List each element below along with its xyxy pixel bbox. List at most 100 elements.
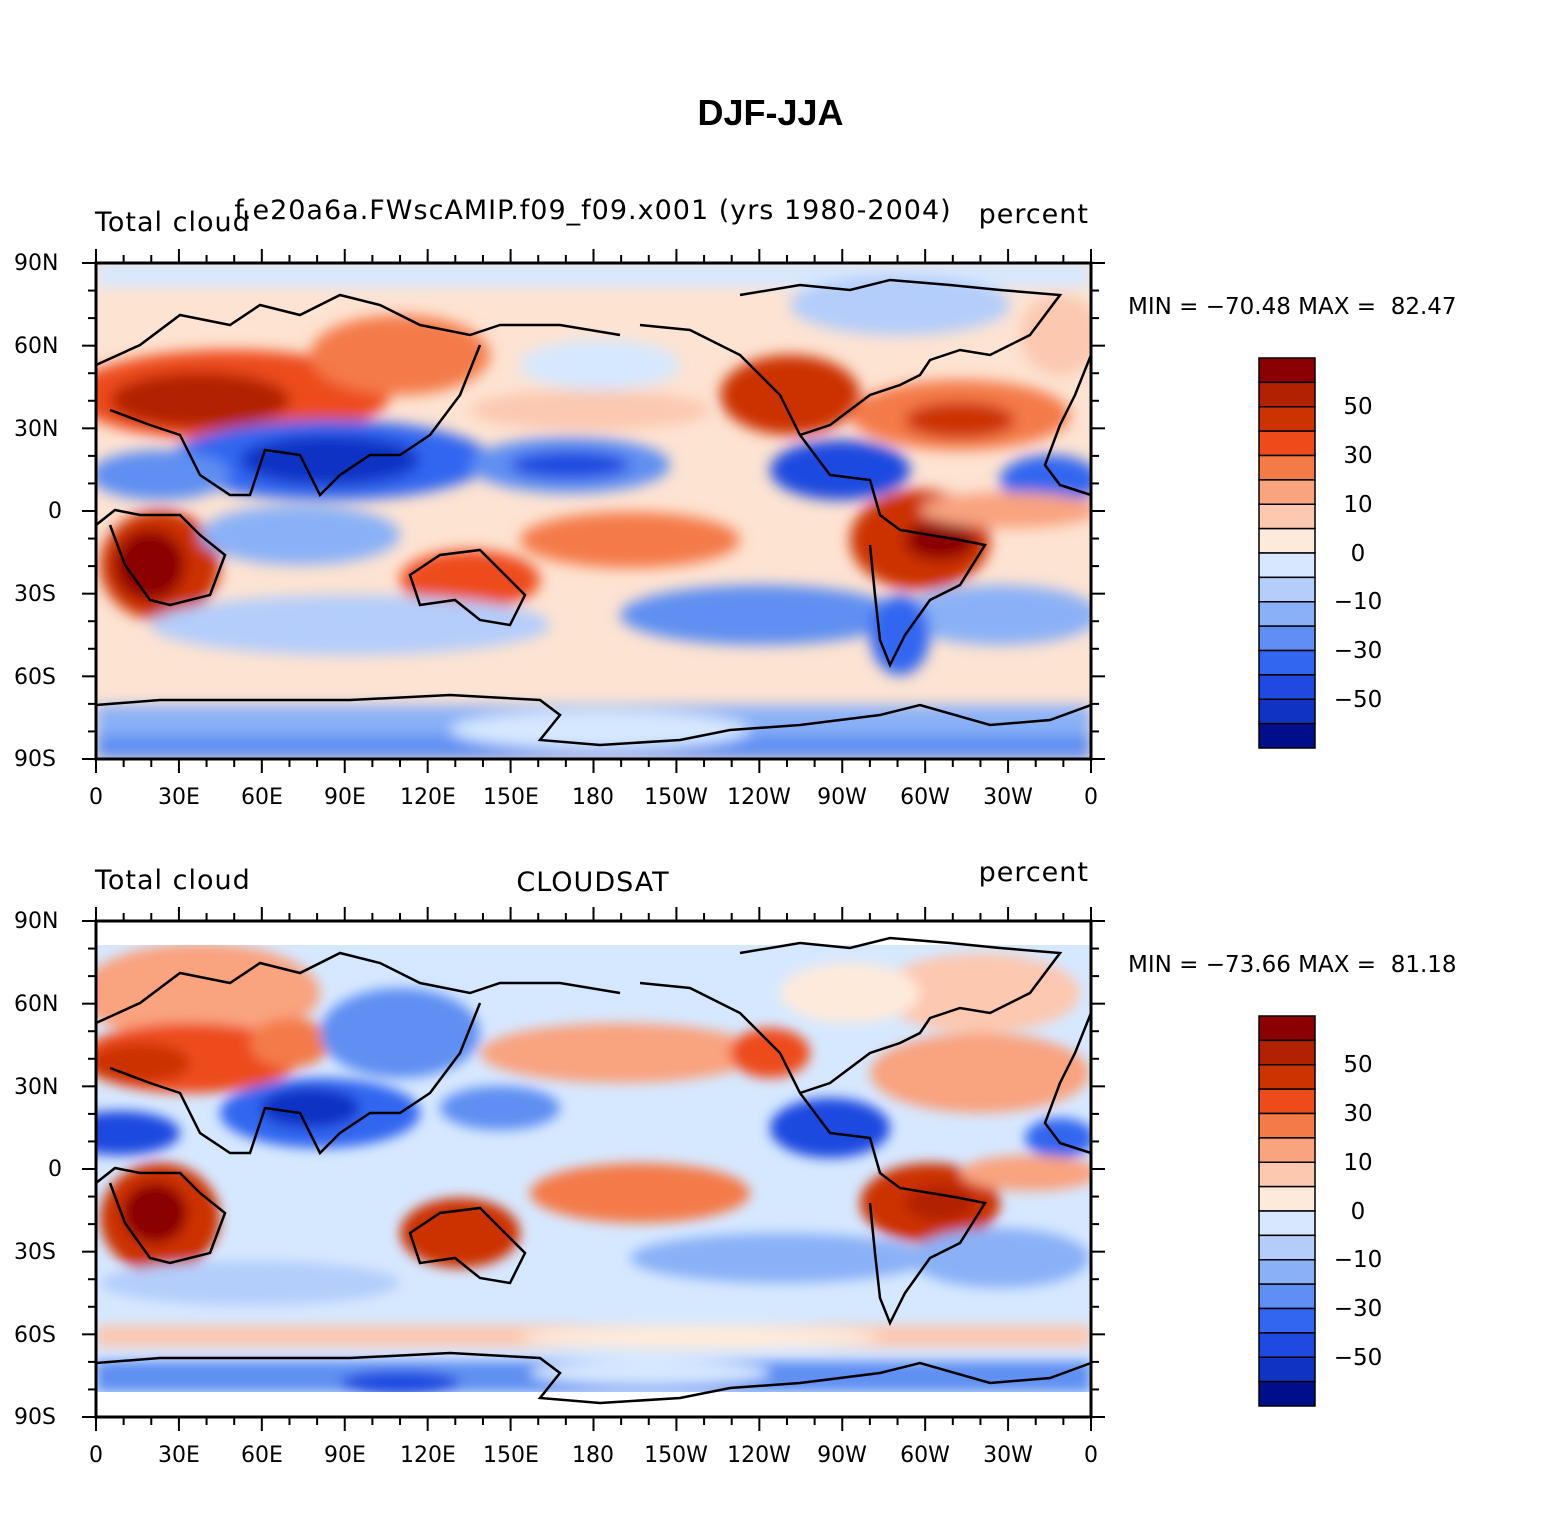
colorbar-label: 10 (1343, 492, 1373, 518)
lat-label: 0 (48, 499, 62, 524)
colorbar-swatch (1258, 722, 1316, 749)
lat-label: 30N (14, 417, 59, 442)
lat-label: 90S (14, 747, 56, 772)
colorbar-swatch (1258, 1259, 1316, 1285)
lat-label: 30S (14, 1240, 56, 1265)
colorbar-swatch (1258, 503, 1316, 530)
lon-label: 0 (1084, 785, 1098, 810)
lon-label: 90E (324, 785, 366, 810)
lon-label: 120W (727, 1443, 791, 1468)
colorbar-label: −10 (1333, 1247, 1383, 1273)
colorbar-swatch (1258, 527, 1316, 554)
colorbar-swatch (1258, 1210, 1316, 1237)
colorbar-label: 0 (1350, 1199, 1366, 1225)
min-max-readout: MIN = −73.66 MAX = 81.18 (1128, 952, 1457, 978)
colorbar (1258, 1015, 1316, 1407)
colorbar-label: −50 (1333, 1345, 1383, 1371)
colorbar-label: 50 (1343, 1052, 1373, 1078)
colorbar-swatch (1258, 1039, 1316, 1066)
colorbar (1258, 357, 1316, 749)
axis-ticks (82, 907, 1105, 1431)
panel-left-label: Total cloud (95, 207, 251, 238)
lon-label: 0 (1084, 1443, 1098, 1468)
colorbar-swatch (1258, 430, 1316, 457)
colorbar-swatch (1258, 1185, 1316, 1212)
panel-model: Total cloud f.e20a6a.FWscAMIP.f09_f09.x0… (0, 195, 1541, 835)
coastlines (95, 936, 1093, 1405)
colorbar-swatch (1258, 1332, 1316, 1358)
colorbar-swatch (1258, 1356, 1316, 1383)
colorbar-swatch (1258, 1088, 1316, 1115)
colorbar-swatch (1258, 1112, 1316, 1139)
min-max-readout: MIN = −70.48 MAX = 82.47 (1128, 294, 1457, 320)
lon-label: 90E (324, 1443, 366, 1468)
lon-label: 90W (817, 785, 867, 810)
colorbar-swatch (1258, 1064, 1316, 1090)
panel-center-label: f.e20a6a.FWscAMIP.f09_f09.x001 (yrs 1980… (234, 195, 952, 226)
map-plot (82, 907, 1316, 1431)
lat-label: 60N (14, 334, 59, 359)
colorbar-swatch (1258, 1161, 1316, 1188)
colorbar-swatch (1258, 601, 1316, 627)
lon-label: 30W (983, 1443, 1033, 1468)
lon-label: 150E (483, 1443, 539, 1468)
axis-ticks (82, 249, 1105, 773)
lon-label: 0 (89, 1443, 103, 1468)
lon-label: 30W (983, 785, 1033, 810)
colorbar-swatch (1258, 381, 1316, 408)
coastlines (96, 278, 1091, 747)
lon-label: 0 (89, 785, 103, 810)
cloud-anomaly-field (96, 263, 1091, 759)
lon-label: 120E (400, 1443, 456, 1468)
colorbar-swatch (1258, 1380, 1316, 1407)
lon-label: 60E (241, 1443, 283, 1468)
lon-label: 60W (900, 785, 950, 810)
colorbar-swatch (1258, 406, 1316, 432)
colorbar-label: −10 (1333, 589, 1383, 615)
map-plot (82, 249, 1316, 773)
colorbar-swatch (1258, 1307, 1316, 1334)
lat-label: 60N (14, 992, 59, 1017)
colorbar-label: −30 (1333, 1296, 1383, 1322)
lon-label: 150E (483, 785, 539, 810)
colorbar-label: 30 (1343, 1101, 1373, 1127)
lon-label: 120W (727, 785, 791, 810)
lon-label: 150W (644, 1443, 708, 1468)
colorbar-label: 10 (1343, 1150, 1373, 1176)
lon-label: 180 (572, 785, 614, 810)
colorbar-label: 50 (1343, 394, 1373, 420)
colorbar-label: −50 (1333, 687, 1383, 713)
lon-label: 120E (400, 785, 456, 810)
lat-label: 30S (14, 582, 56, 607)
panel-right-label: percent (978, 199, 1089, 230)
colorbar-swatch (1258, 1283, 1316, 1310)
cloud-anomaly-field (96, 945, 1091, 1392)
lon-label: 90W (817, 1443, 867, 1468)
lon-label: 60E (241, 785, 283, 810)
colorbar-swatch (1258, 1015, 1316, 1042)
colorbar-swatch (1258, 674, 1316, 700)
lon-label: 150W (644, 785, 708, 810)
lat-label: 0 (48, 1157, 62, 1182)
lon-label: 180 (572, 1443, 614, 1468)
figure-title: DJF-JJA (697, 92, 844, 133)
lon-label: 30E (158, 1443, 200, 1468)
lat-label: 60S (14, 665, 56, 690)
panel-right-label: percent (978, 857, 1089, 888)
panel-left-label: Total cloud (95, 865, 251, 896)
lon-label: 60W (900, 1443, 950, 1468)
colorbar-swatch (1258, 552, 1316, 579)
colorbar-swatch (1258, 454, 1316, 481)
colorbar-swatch (1258, 698, 1316, 725)
lon-label: 30E (158, 785, 200, 810)
colorbar-swatch (1258, 1137, 1316, 1163)
colorbar-swatch (1258, 357, 1316, 384)
lat-label: 60S (14, 1323, 56, 1348)
lat-label: 90N (14, 251, 59, 276)
lat-label: 90N (14, 909, 59, 934)
colorbar-swatch (1258, 649, 1316, 676)
panel-cloudsat: Total cloud CLOUDSAT percent MIN = −73.6… (0, 853, 1541, 1493)
lat-label: 90S (14, 1405, 56, 1430)
colorbar-swatch (1258, 576, 1316, 603)
colorbar-label: 30 (1343, 443, 1373, 469)
